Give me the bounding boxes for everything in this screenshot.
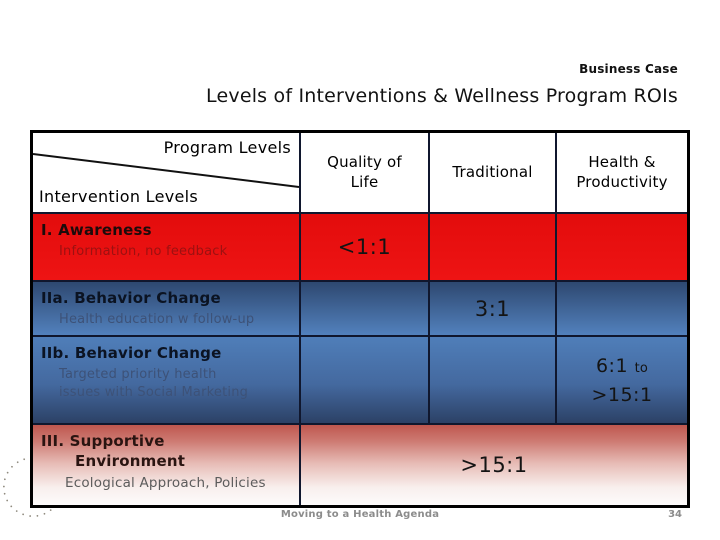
column-header-traditional: Traditional: [428, 133, 555, 212]
row-supportive-environment-label: III. Supportive Environment Ecological A…: [33, 423, 299, 505]
column-header-quality-of-life: Quality of Life: [299, 133, 428, 212]
corner-label-intervention-levels: Intervention Levels: [39, 187, 199, 206]
row-subheading: Ecological Approach, Policies: [65, 475, 266, 491]
column-header-line: Traditional: [452, 162, 533, 181]
cell-behavior-a-health-productivity: [555, 280, 687, 335]
row-subheading-line1: Targeted priority health: [59, 367, 217, 382]
cell-awareness-health-productivity: [555, 212, 687, 280]
roi-value-line1: 6:1 to: [596, 353, 648, 382]
row-heading-line1: III. Supportive: [41, 432, 165, 450]
row-heading: I. Awareness: [41, 221, 152, 239]
cell-behavior-a-quality-of-life: [299, 280, 428, 335]
row-behavior-change-a-label: IIa. Behavior Change Health education w …: [33, 280, 299, 335]
roi-table: Program Levels Intervention Levels Quali…: [30, 130, 690, 508]
page-title: Levels of Interventions & Wellness Progr…: [206, 85, 678, 107]
row-behavior-change-b-label: IIb. Behavior Change Targeted priority h…: [33, 335, 299, 423]
cell-behavior-b-quality-of-life: [299, 335, 428, 423]
cell-behavior-b-health-productivity: 6:1 to >15:1: [555, 335, 687, 423]
row-heading: IIb. Behavior Change: [41, 344, 222, 362]
row-heading: IIa. Behavior Change: [41, 289, 221, 307]
diagonal-divider-icon: [33, 153, 299, 188]
roi-value-to: to: [634, 360, 649, 376]
roi-value: <1:1: [337, 235, 392, 259]
eyebrow-label: Business Case: [579, 62, 678, 76]
row-subheading: Health education w follow-up: [59, 312, 255, 327]
footer-title: Moving to a Health Agenda: [280, 509, 440, 520]
column-header-line: Life: [350, 172, 379, 191]
row-subheading-line2: issues with Social Marketing: [59, 385, 249, 400]
roi-value: 3:1: [474, 296, 511, 321]
row-subheading: Information, no feedback: [59, 244, 228, 259]
column-header-line: Productivity: [576, 172, 668, 191]
table-corner-cell: Program Levels Intervention Levels: [33, 133, 299, 212]
roi-value-line2: >15:1: [591, 383, 653, 406]
column-header-health-productivity: Health & Productivity: [555, 133, 687, 212]
column-header-line: Health &: [588, 153, 656, 171]
cell-awareness-quality-of-life: <1:1: [299, 212, 428, 280]
roi-value-stack: 6:1 to >15:1: [591, 353, 652, 408]
row-awareness-label: I. Awareness Information, no feedback: [33, 212, 299, 280]
corner-label-program-levels: Program Levels: [163, 138, 291, 157]
page-number: 34: [668, 509, 682, 520]
cell-awareness-traditional: [428, 212, 555, 280]
roi-value-main: 6:1: [595, 354, 629, 377]
row-heading-line2: Environment: [75, 452, 186, 470]
cell-supportive-merged-value: >15:1: [299, 423, 687, 505]
column-header-line: Quality of: [327, 153, 402, 171]
cell-behavior-a-traditional: 3:1: [428, 280, 555, 335]
roi-value: >15:1: [460, 453, 528, 477]
cell-behavior-b-traditional: [428, 335, 555, 423]
